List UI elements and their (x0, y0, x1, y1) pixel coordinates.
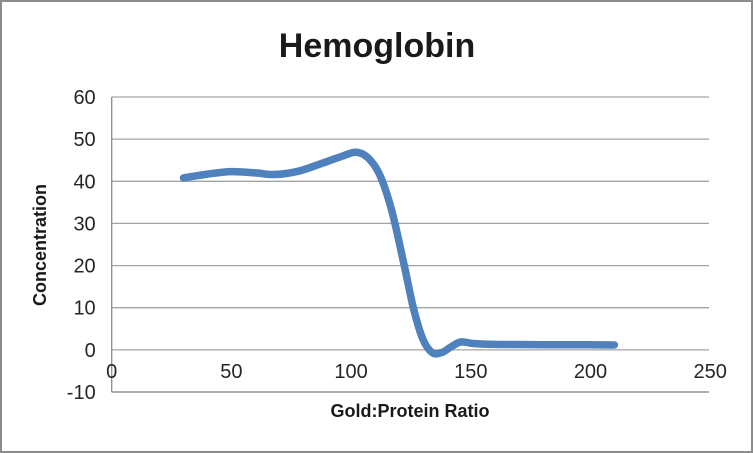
series-line-hemoglobin (179, 148, 619, 358)
x-tick-label-0: 0 (106, 361, 117, 383)
y-tick-label--10: -10 (67, 382, 96, 404)
y-tick-label-60: 60 (73, 87, 95, 109)
x-tick-label-100: 100 (334, 361, 367, 383)
x-tick-labels: 0 50 100 150 200 250 (106, 361, 727, 383)
y-tick-label-20: 20 (73, 256, 95, 278)
y-tick-label-50: 50 (73, 129, 95, 151)
gridlines (111, 96, 709, 393)
chart-title: Hemoglobin (279, 27, 475, 65)
series-lines (179, 148, 619, 358)
y-axis-title: Concentration (30, 184, 50, 306)
y-tick-label-10: 10 (73, 298, 95, 320)
y-tick-label-30: 30 (73, 213, 95, 235)
y-tick-label-40: 40 (73, 171, 95, 193)
x-tick-label-50: 50 (220, 361, 242, 383)
y-tick-labels: 60 50 40 30 20 10 0 -10 (67, 87, 96, 404)
x-axis-title: Gold:Protein Ratio (331, 401, 490, 421)
x-tick-label-200: 200 (574, 361, 607, 383)
axis-lines (111, 97, 709, 393)
y-tick-label-0: 0 (85, 340, 96, 362)
x-tick-label-250: 250 (694, 361, 727, 383)
x-tick-label-150: 150 (454, 361, 487, 383)
